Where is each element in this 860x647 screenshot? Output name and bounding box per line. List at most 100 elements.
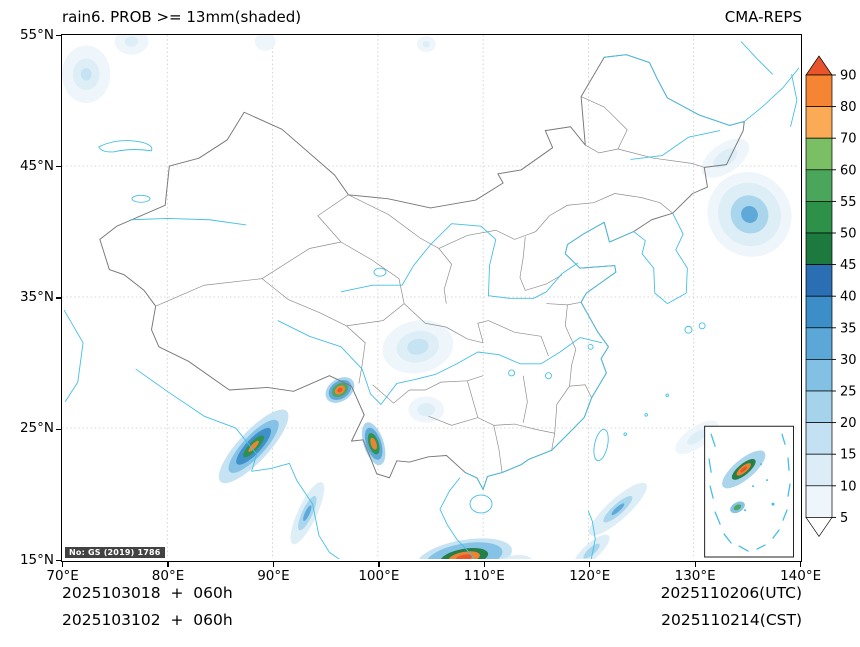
x-tick-label: 110°E [463, 568, 505, 584]
dongting-lake [508, 369, 516, 377]
sakhalin-coast [790, 74, 798, 127]
x-tick-mark [378, 562, 380, 567]
x-tick-mark [694, 562, 696, 567]
precip-region-top-speck [422, 41, 431, 48]
vietnam-coast [439, 477, 475, 559]
valid-time-cst: 2025110214(CST) [661, 611, 802, 629]
colorbar-over-patch [805, 55, 833, 76]
precip-region-se-tibet-cell [337, 387, 343, 393]
y-tick-mark [56, 559, 61, 562]
kyushu-island-2 [698, 322, 706, 330]
colorbar-patch [805, 390, 833, 423]
colorbar-patch [805, 74, 833, 107]
y-tick-mark [56, 428, 61, 430]
colorbar-tick-label: 10 [840, 479, 857, 494]
ryukyu-island-1 [623, 432, 627, 436]
colorbar-patch [805, 422, 833, 455]
probability-colorbar: 90 80 70 60 55 50 45 40 35 30 25 20 15 10 5 [802, 53, 860, 543]
x-tick-mark [799, 562, 802, 567]
ganges-river [135, 368, 258, 472]
luzon-coast [587, 510, 596, 559]
x-tick-label: 70°E [46, 568, 79, 584]
inset-frame [704, 425, 795, 558]
province-borders [155, 96, 705, 473]
y-tick-label: 55°N [19, 26, 54, 43]
y-tick-label: 25°N [19, 420, 54, 437]
chart-title: rain6. PROB >= 13mm(shaded) [62, 8, 302, 26]
yangtze-river [277, 320, 603, 405]
init-time-line-1: 2025103018 + 060h [62, 584, 233, 602]
inset-precip-shading [722, 450, 766, 514]
colorbar-patch [805, 169, 833, 202]
inset-nine-dash-line [708, 433, 791, 552]
colorbar-tick-label: 40 [840, 290, 857, 305]
colorbar-patch [805, 453, 833, 487]
colorbar-patch [805, 201, 833, 234]
taihu-lake [587, 343, 594, 350]
colorbar-under-patch [805, 517, 833, 538]
tarim-river [130, 218, 247, 226]
precip-region-kazakh-patch-2 [124, 36, 139, 47]
grid-lines [62, 35, 799, 559]
colorbar-patch [805, 264, 833, 297]
y-tick-mark [56, 34, 61, 37]
model-label: CMA-REPS [724, 8, 802, 26]
precip-region-myanmar-streak [303, 505, 312, 521]
colorbar-tick-label: 90 [840, 69, 857, 84]
colorbar-patch [805, 232, 833, 265]
colorbar-patch [805, 327, 833, 360]
colorbar-tick-label: 55 [840, 195, 857, 210]
colorbar-tick-label: 25 [840, 385, 857, 400]
indus-river [63, 309, 84, 403]
colorbar-tick-label: 60 [840, 163, 857, 178]
precip-shading [62, 35, 792, 559]
init-time-line-2: 2025103102 + 060h [62, 611, 233, 629]
colorbar-patch [805, 359, 833, 392]
x-tick-mark [272, 562, 275, 567]
x-tick-mark [589, 562, 591, 567]
inset-precip-inset-spot [733, 504, 742, 511]
hainan-island [469, 494, 493, 514]
inset-precip-inset-band [740, 466, 748, 473]
precip-region-kazakh-patch-1 [80, 67, 92, 81]
south-china-sea-inset [704, 425, 795, 558]
okhotsk-coast [740, 41, 773, 75]
precip-region-philippine-streak-2 [583, 543, 600, 559]
valid-time-utc: 2025110206(UTC) [660, 584, 802, 602]
y-tick-mark [56, 297, 61, 299]
national-border [99, 54, 745, 491]
ryukyu-island-2 [644, 413, 648, 417]
precip-region-philippine-streak-1 [611, 503, 625, 516]
colorbar-tick-label: 20 [840, 416, 857, 431]
lake-balkhash [98, 140, 153, 153]
map-plot-area: No: GS (2019) 1786 [61, 34, 802, 562]
y-tick-label: 45°N [19, 157, 54, 174]
qinghai-lake [373, 267, 387, 277]
yellow-river [340, 223, 579, 299]
colorbar-tick-label: 35 [840, 321, 857, 336]
lake-issyk-kul [131, 194, 151, 203]
x-tick-label: 100°E [358, 568, 400, 584]
x-tick-label: 130°E [674, 568, 716, 584]
korea-coast [633, 212, 688, 305]
colorbar-patch [805, 295, 833, 329]
precip-region-central-china-faint [407, 338, 429, 355]
precip-region-northeast-area [741, 206, 758, 223]
map-canvas [62, 35, 799, 559]
precip-region-altai-speck [254, 35, 276, 51]
colorbar-patch [805, 137, 833, 171]
colorbar-tick-label: 80 [840, 100, 857, 115]
colorbar-patch [805, 106, 833, 139]
colorbar-tick-label: 70 [840, 132, 857, 147]
y-tick-label: 35°N [19, 289, 54, 306]
y-tick-label: 15°N [19, 551, 54, 568]
x-tick-label: 80°E [151, 568, 185, 584]
x-tick-mark [483, 562, 485, 567]
precip-region-himalaya-band [248, 440, 259, 452]
colorbar-patch [805, 485, 833, 518]
kyushu-island [684, 325, 693, 334]
bengal-coast [251, 462, 340, 559]
colorbar-tick-label: 50 [840, 227, 857, 242]
x-tick-label: 120°E [569, 568, 611, 584]
